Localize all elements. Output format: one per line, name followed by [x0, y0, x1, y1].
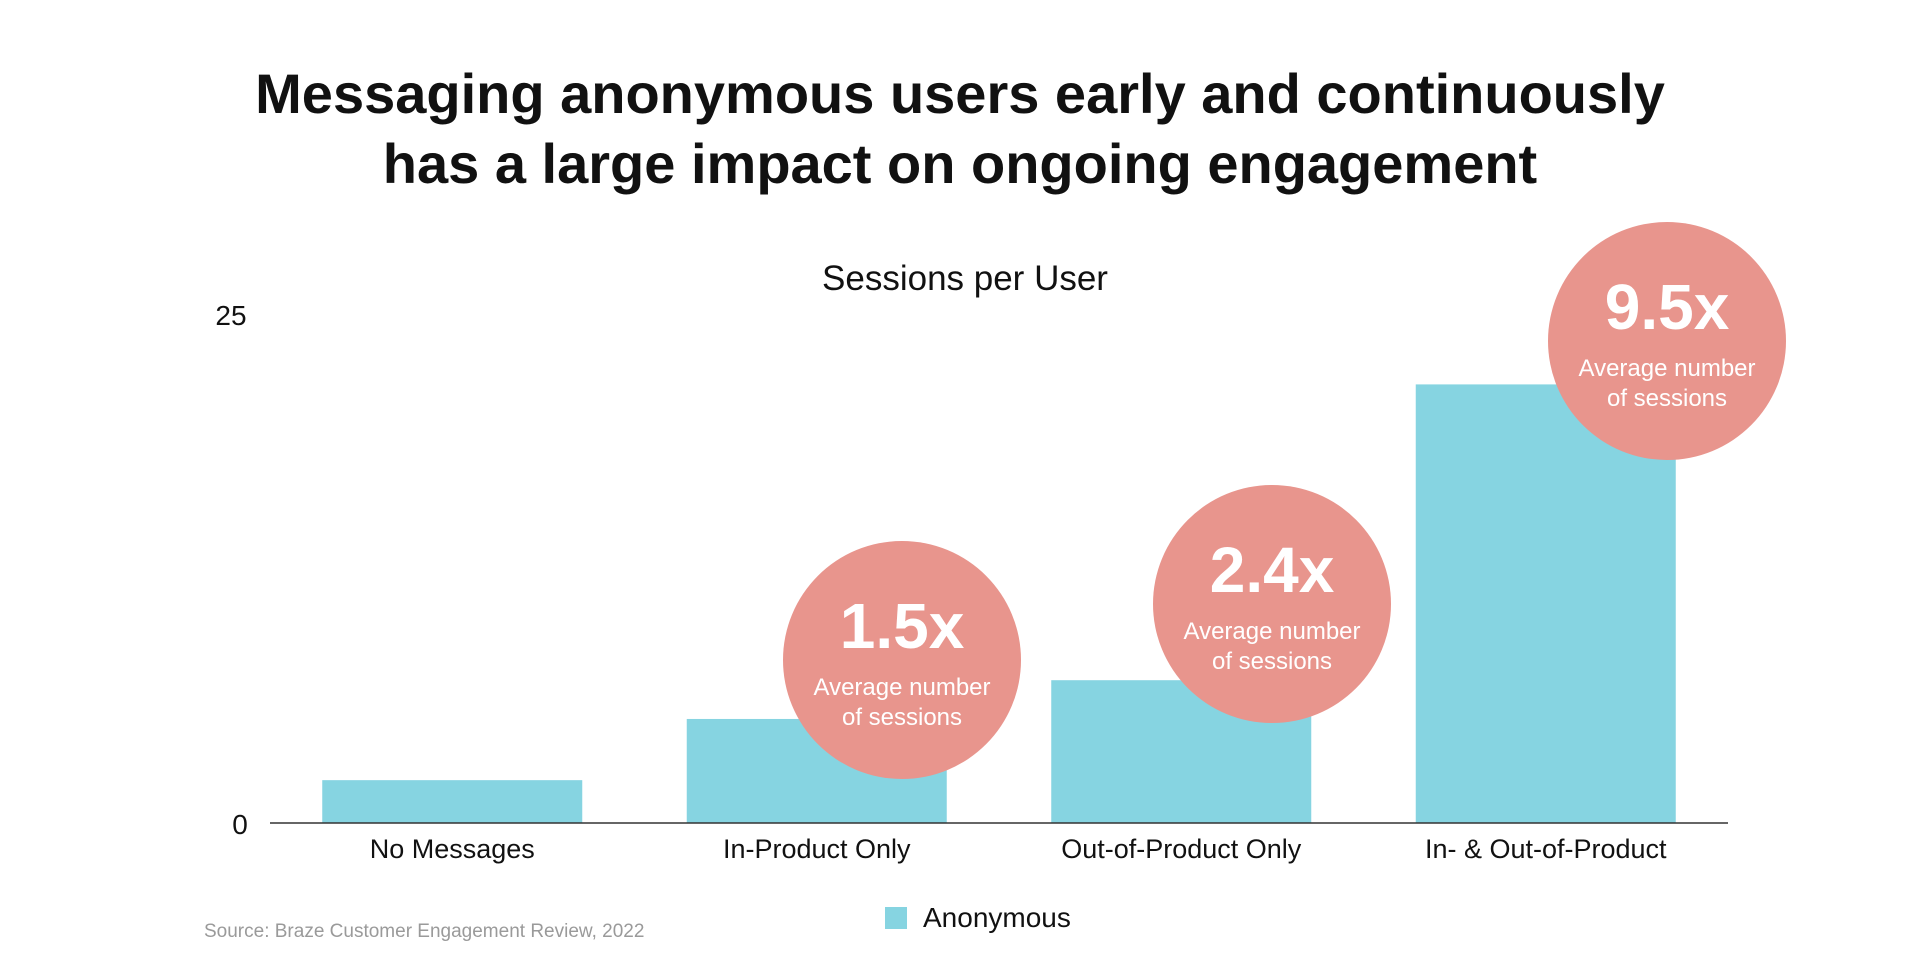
source-note: Source: Braze Customer Engagement Review…: [204, 921, 644, 942]
chart-subtitle: Sessions per User: [822, 259, 1108, 298]
multiplier-caption: of sessions: [1212, 648, 1332, 675]
multiplier-bubble: [783, 541, 1021, 779]
multiplier-caption: of sessions: [1607, 385, 1727, 412]
multiplier-caption: of sessions: [842, 704, 962, 731]
bar: [322, 780, 583, 823]
bar: [1415, 384, 1676, 823]
y-tick-label: 25: [215, 300, 246, 331]
x-tick-label: Out-of-Product Only: [1061, 834, 1302, 864]
chart-title-line: Messaging anonymous users early and cont…: [255, 62, 1665, 125]
legend-label: Anonymous: [923, 902, 1071, 933]
y-tick-label: 0: [232, 809, 248, 840]
chart-title-line: has a large impact on ongoing engagement: [383, 132, 1537, 195]
multiplier-bubble: [1548, 222, 1786, 460]
legend-swatch: [885, 907, 907, 929]
multiplier-caption: Average number: [814, 674, 991, 701]
x-tick-label: In-Product Only: [723, 834, 911, 864]
multiplier-value: 1.5x: [840, 590, 965, 662]
multiplier-caption: Average number: [1184, 618, 1361, 645]
multiplier-bubble: [1153, 485, 1391, 723]
x-tick-label: In- & Out-of-Product: [1425, 834, 1667, 864]
multiplier-value: 9.5x: [1605, 271, 1730, 343]
multiplier-caption: Average number: [1579, 355, 1756, 382]
x-tick-label: No Messages: [370, 834, 535, 864]
multiplier-value: 2.4x: [1210, 534, 1335, 606]
